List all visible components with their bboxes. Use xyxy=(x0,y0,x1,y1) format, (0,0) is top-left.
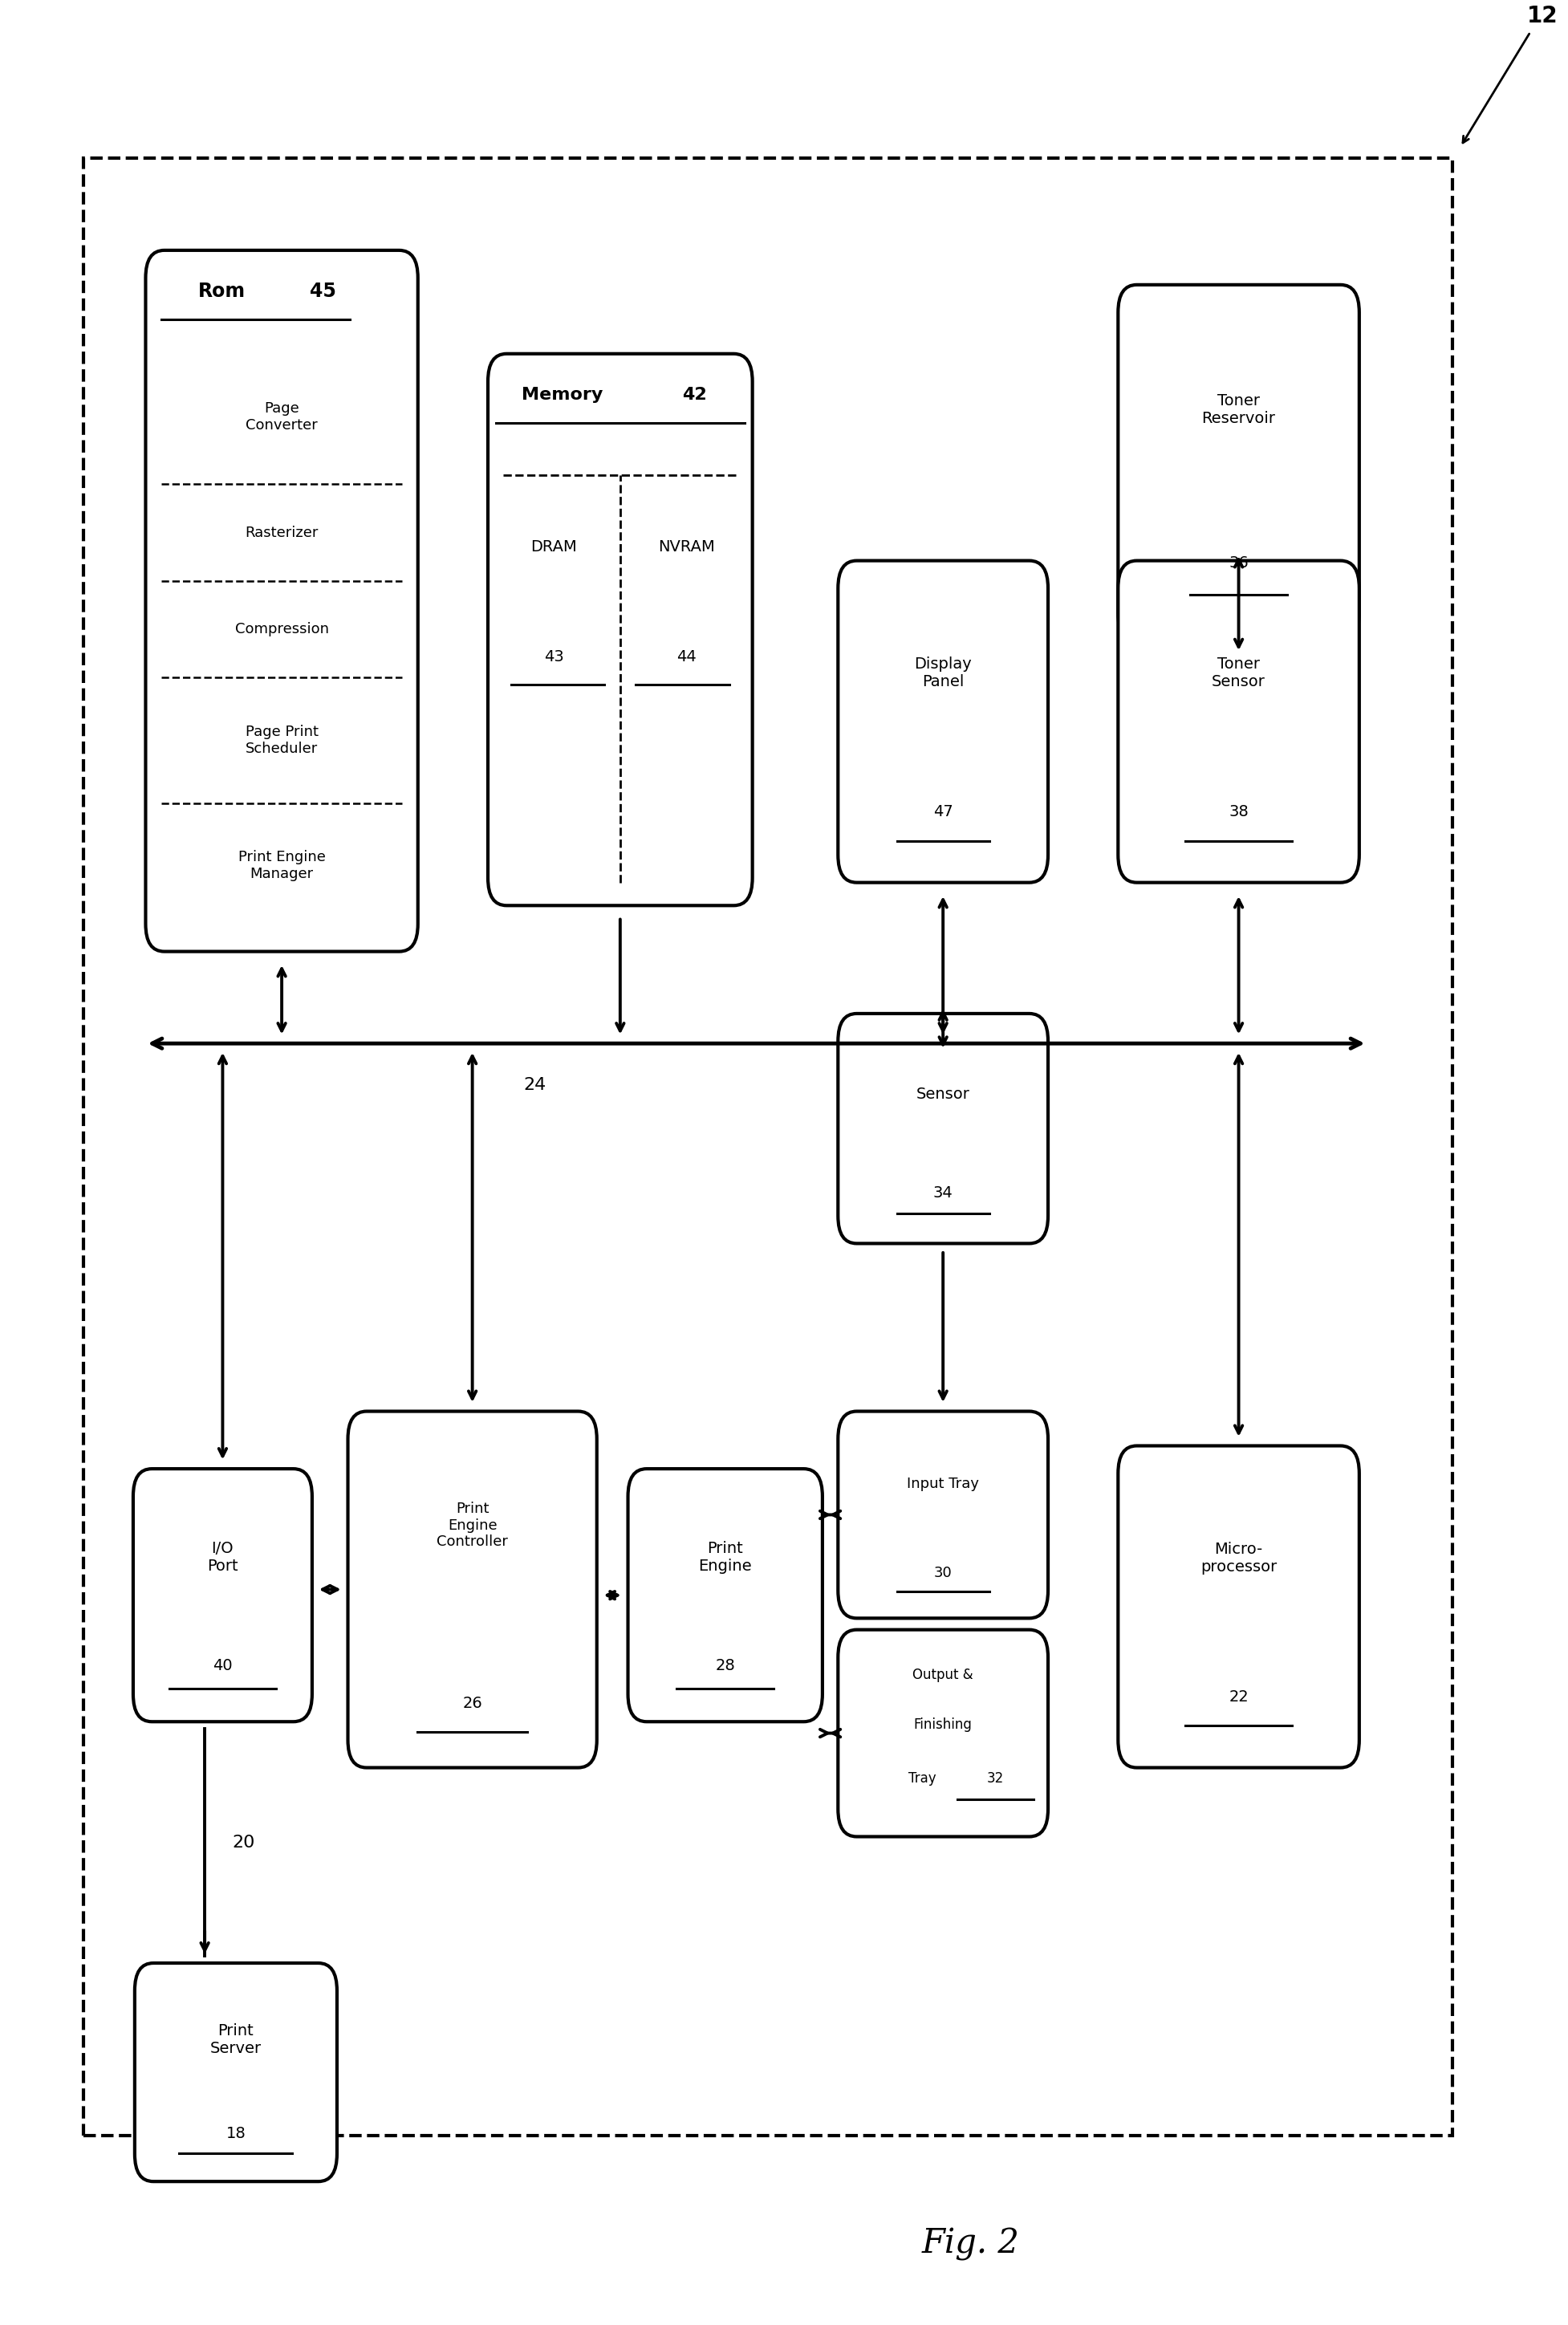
Text: 44: 44 xyxy=(676,649,696,665)
Text: NVRAM: NVRAM xyxy=(659,539,715,553)
Text: Toner
Sensor: Toner Sensor xyxy=(1212,658,1265,691)
Text: 28: 28 xyxy=(715,1658,735,1674)
Text: 43: 43 xyxy=(544,649,564,665)
Text: 38: 38 xyxy=(1229,804,1248,818)
Text: Fig. 2: Fig. 2 xyxy=(922,2227,1019,2260)
FancyBboxPatch shape xyxy=(135,1962,337,2181)
Text: Finishing: Finishing xyxy=(914,1718,972,1732)
FancyBboxPatch shape xyxy=(1118,284,1359,642)
Text: Print
Engine
Controller: Print Engine Controller xyxy=(437,1502,508,1548)
Text: 42: 42 xyxy=(682,386,707,402)
FancyBboxPatch shape xyxy=(133,1469,312,1723)
Text: 26: 26 xyxy=(463,1695,483,1711)
FancyBboxPatch shape xyxy=(1118,560,1359,884)
FancyBboxPatch shape xyxy=(488,353,753,904)
Text: Print Engine
Manager: Print Engine Manager xyxy=(238,851,326,881)
Text: Rasterizer: Rasterizer xyxy=(245,525,318,539)
FancyBboxPatch shape xyxy=(1118,1446,1359,1767)
Text: Toner
Reservoir: Toner Reservoir xyxy=(1201,393,1275,425)
Text: Micro-
processor: Micro- processor xyxy=(1201,1541,1276,1574)
Text: 30: 30 xyxy=(935,1565,952,1581)
Text: Rom: Rom xyxy=(198,281,246,302)
FancyBboxPatch shape xyxy=(837,1630,1047,1837)
Text: 20: 20 xyxy=(232,1834,256,1851)
Text: DRAM: DRAM xyxy=(532,539,577,553)
Text: 32: 32 xyxy=(986,1772,1004,1786)
Text: Print
Engine: Print Engine xyxy=(698,1541,753,1574)
Text: 40: 40 xyxy=(213,1658,232,1674)
Text: 47: 47 xyxy=(933,804,953,818)
Text: Page
Converter: Page Converter xyxy=(246,402,318,432)
Text: 45: 45 xyxy=(310,281,336,302)
Text: Display
Panel: Display Panel xyxy=(914,658,972,691)
Text: 36: 36 xyxy=(1229,556,1248,570)
FancyBboxPatch shape xyxy=(146,251,419,951)
Text: 22: 22 xyxy=(1229,1690,1248,1704)
Text: Print
Server: Print Server xyxy=(210,2023,262,2055)
FancyBboxPatch shape xyxy=(627,1469,823,1723)
Text: 24: 24 xyxy=(524,1076,546,1093)
Text: Output &: Output & xyxy=(913,1667,974,1683)
Text: Input Tray: Input Tray xyxy=(906,1476,978,1490)
Text: I/O
Port: I/O Port xyxy=(207,1541,238,1574)
FancyBboxPatch shape xyxy=(837,1014,1047,1244)
Text: Memory: Memory xyxy=(521,386,602,402)
FancyBboxPatch shape xyxy=(837,560,1047,884)
Text: Page Print
Scheduler: Page Print Scheduler xyxy=(245,725,318,756)
FancyBboxPatch shape xyxy=(348,1411,597,1767)
Text: Tray: Tray xyxy=(908,1772,936,1786)
Text: Compression: Compression xyxy=(235,623,329,637)
FancyBboxPatch shape xyxy=(837,1411,1047,1618)
Text: 18: 18 xyxy=(226,2125,246,2141)
Text: 12: 12 xyxy=(1527,5,1559,28)
Text: Sensor: Sensor xyxy=(916,1086,971,1102)
Text: 34: 34 xyxy=(933,1186,953,1200)
